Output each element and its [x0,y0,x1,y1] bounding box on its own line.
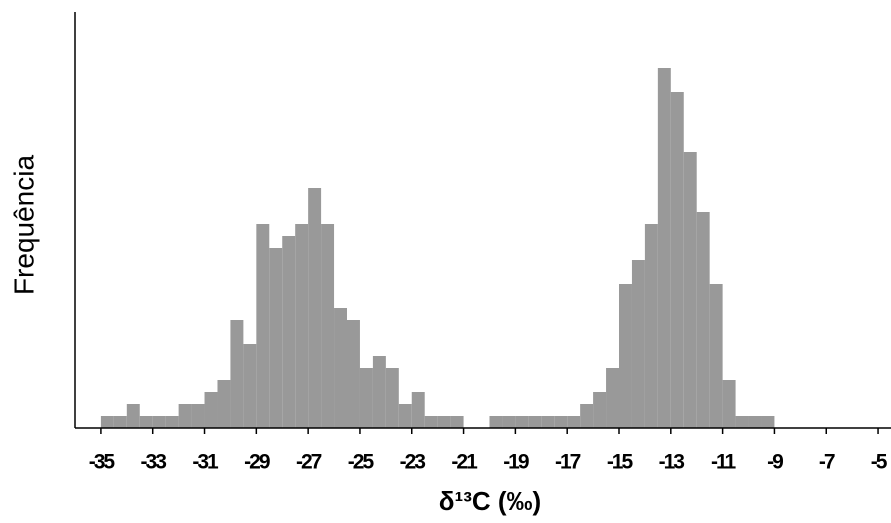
bar [269,248,283,428]
bar [334,308,347,428]
x-tick-label: -25 [348,451,375,474]
bar [372,356,386,428]
bar [541,416,555,428]
bar [696,212,710,428]
bar [489,416,503,428]
bar [437,416,451,428]
bar [722,380,736,428]
bar [606,368,619,428]
bar [619,284,632,428]
bar [631,260,645,428]
bar [657,68,671,428]
bar [567,416,581,428]
x-tick-label: -13 [659,451,685,474]
bar [243,344,257,428]
bar [217,380,231,428]
x-tick-label: -17 [555,451,581,474]
bar [152,416,166,428]
bar [308,188,322,428]
bar [139,416,153,428]
bar [593,392,607,428]
bar [450,416,464,428]
x-axis-label: δ¹³C (‰) [439,486,541,516]
bar [295,224,309,428]
x-tick-label: -15 [607,451,634,474]
bar [515,416,529,428]
bar [398,404,412,428]
bar [424,416,438,428]
x-tick-label: -31 [192,451,219,474]
bar [126,404,140,428]
bar [359,368,373,428]
bar [528,416,542,428]
bar [230,320,244,428]
x-tick-label: -11 [711,451,737,474]
bar [282,236,296,428]
bar [113,416,127,428]
x-tick-label: -9 [767,451,783,474]
bar [735,416,749,428]
x-tick-label: -27 [296,451,322,474]
bar [191,404,205,428]
bar [761,416,775,428]
bar [748,416,762,428]
y-axis-label: Frequência [8,155,39,296]
bar [554,416,568,428]
bar [709,284,723,428]
bar [683,152,697,428]
bar [385,368,399,428]
x-tick-label: -35 [89,451,116,474]
bar [670,92,684,428]
x-tick-label: -7 [819,451,835,474]
bar [165,416,179,428]
x-tick-label: -5 [871,451,888,474]
bar [321,224,335,428]
bar [256,224,270,428]
x-tick-label: -29 [244,451,270,474]
bar [411,392,425,428]
x-tick-label: -21 [451,451,478,474]
bar [204,392,218,428]
x-tick-label: -33 [141,451,167,474]
x-tick-label: -23 [400,451,426,474]
bar [644,224,658,428]
bar [347,320,360,428]
bar [580,404,594,428]
bar [100,416,114,428]
bar [502,416,516,428]
x-tick-label: -19 [503,451,529,474]
bar [178,404,192,428]
